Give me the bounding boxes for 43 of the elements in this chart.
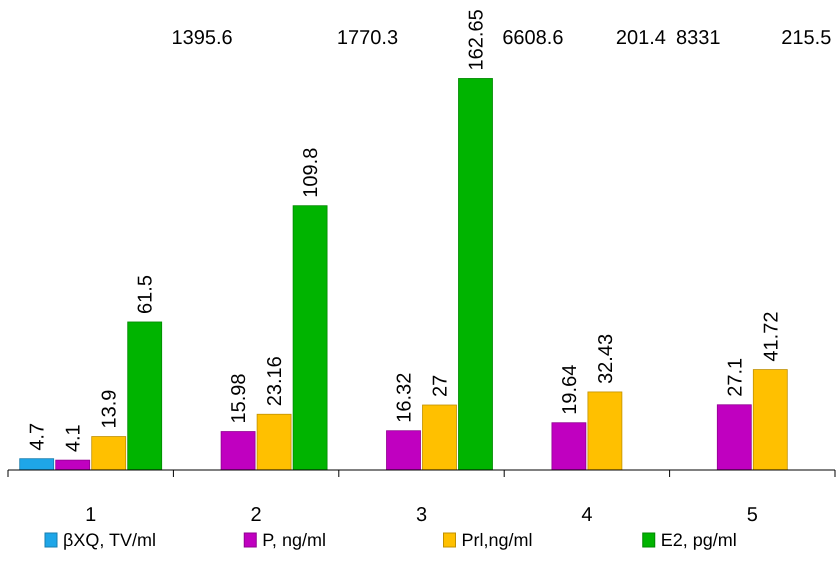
data-label: 162.65: [466, 9, 488, 70]
data-label: 27.1: [724, 358, 746, 397]
text: 8331: [676, 27, 721, 49]
bar: [716, 404, 752, 470]
data-label: 32.43: [594, 334, 617, 384]
x-tick-label: 5: [746, 504, 758, 526]
x-tick-label: 1: [85, 504, 96, 526]
data-label: 109.8: [300, 148, 322, 198]
data-label: 27: [430, 374, 452, 398]
bar: [55, 460, 90, 470]
bar: [19, 458, 54, 470]
bar: [127, 322, 162, 470]
legend-label: βXQ, TV/ml: [63, 530, 156, 550]
data-label: 19.64: [558, 364, 581, 415]
bar: [552, 422, 586, 470]
bar: [458, 78, 493, 470]
text: 215.5: [781, 27, 832, 49]
data-label: 41.72: [760, 312, 782, 362]
bar: [91, 436, 126, 470]
text: 1770.3: [336, 27, 398, 49]
legend-label: Prl,ng/ml: [462, 530, 533, 550]
text: 201.4: [616, 27, 666, 49]
data-label: 13.9: [98, 390, 121, 429]
text: 1395.6: [172, 27, 233, 49]
legend-label: E2, pg/ml: [660, 530, 737, 550]
bar: [220, 431, 256, 470]
legend-label: P, ng/ml: [262, 530, 326, 550]
x-tick-label: 3: [416, 504, 428, 526]
text: 6608.6: [502, 27, 564, 49]
data-label: 16.32: [394, 372, 416, 423]
bar: [422, 404, 457, 470]
bar: [588, 392, 622, 470]
bar: [752, 369, 788, 470]
data-label: 23.16: [264, 356, 286, 406]
x-tick-label: 4: [581, 504, 592, 526]
data-label: 61.5: [134, 275, 157, 314]
data-label: 15.98: [228, 373, 250, 424]
x-tick-label: 2: [250, 504, 262, 526]
data-label: 4.1: [62, 424, 85, 452]
bar: [292, 205, 328, 470]
bar: [386, 430, 421, 470]
data-label: 4.7: [26, 422, 49, 451]
bar: [256, 414, 292, 470]
